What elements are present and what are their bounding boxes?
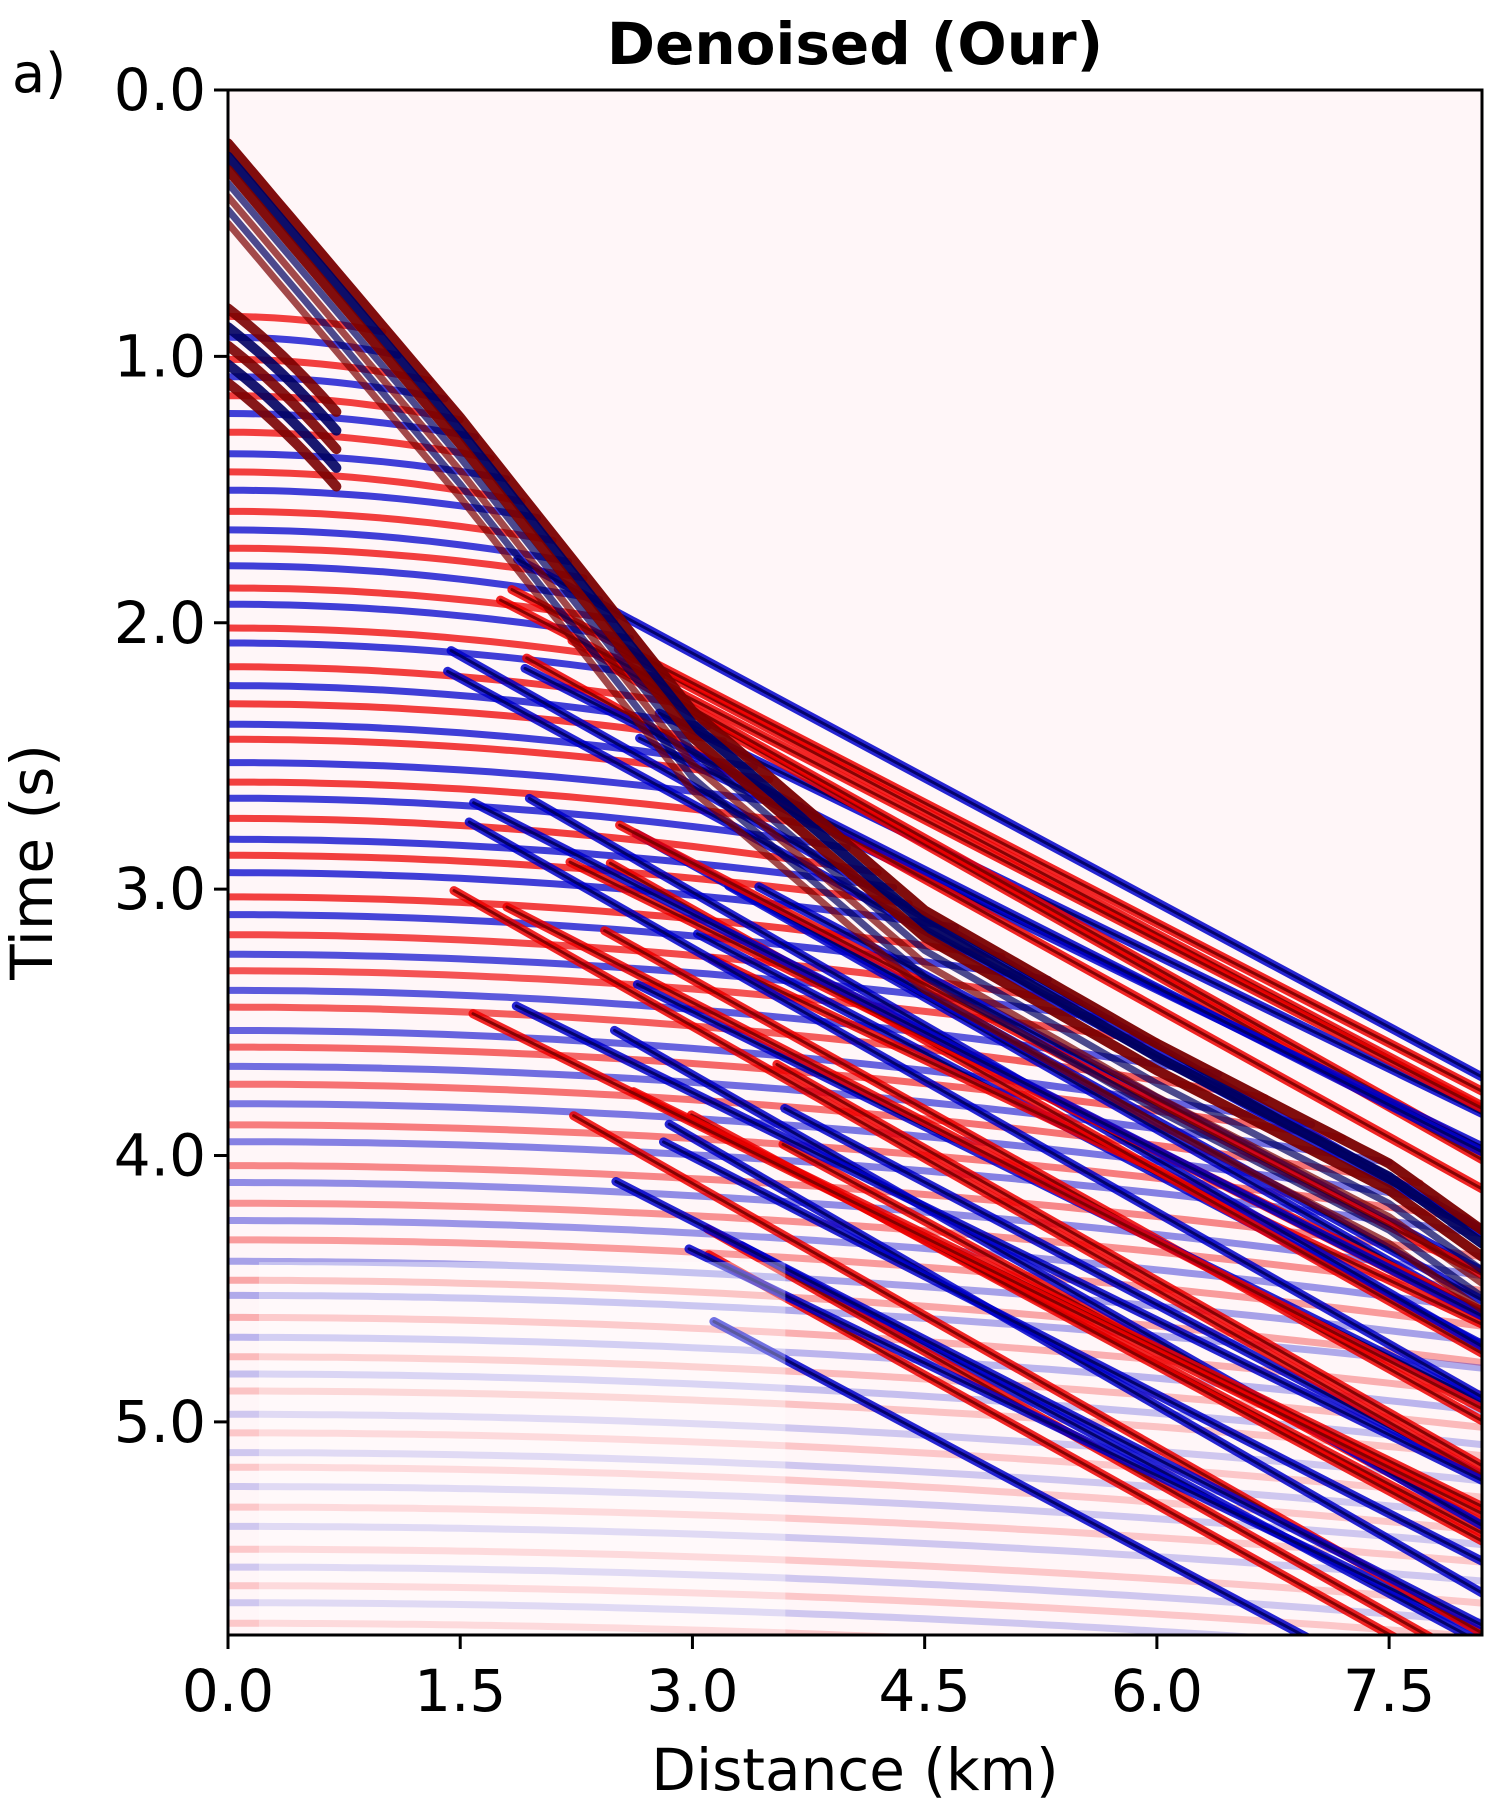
amplitude-fade [258, 1262, 786, 1635]
near-offset-event [228, 340, 342, 455]
near-offset-event [228, 303, 342, 417]
reflection-event [228, 639, 665, 681]
seismic-image [228, 138, 1482, 1648]
reflection-event [228, 1429, 1482, 1501]
panel-label: a) [12, 42, 66, 105]
reflection-event [228, 486, 542, 522]
linear-event-core [667, 1122, 1482, 1595]
reflection-event [228, 562, 604, 603]
reflection-event [228, 1410, 1482, 1485]
y-tick-label: 1.0 [114, 322, 206, 390]
first-arrival [228, 193, 1482, 1287]
linear-event-core [471, 1012, 1482, 1516]
linear-event-core [514, 1004, 1482, 1483]
y-tick-label: 4.0 [114, 1122, 206, 1190]
reflection-event [228, 851, 913, 908]
x-tick-label: 4.5 [879, 1657, 971, 1725]
x-axis-label: Distance (km) [651, 1736, 1058, 1800]
plot-frame [226, 88, 1484, 1637]
first-arrival [228, 179, 1482, 1274]
linear-event-core [510, 588, 1482, 1093]
linear-event-core [657, 711, 1482, 1116]
linear-event-core [712, 1320, 1306, 1635]
linear-event-core [452, 889, 1482, 1477]
first-arrival [228, 151, 1482, 1249]
reflection-event [228, 624, 650, 666]
y-tick-label: 5.0 [114, 1388, 206, 1456]
near-offset-event [228, 322, 342, 436]
linear-event-core [775, 1062, 1482, 1468]
reflection-event [228, 1449, 1482, 1518]
reflection-event [228, 1333, 1482, 1415]
reflection-event [228, 1199, 1482, 1294]
y-tick-label: 0.0 [114, 56, 206, 124]
x-tick-label: 7.5 [1343, 1657, 1435, 1725]
reflection-event [228, 1545, 1482, 1607]
y-tick-label: 2.0 [114, 589, 206, 657]
linear-event-core [603, 929, 1482, 1423]
linear-event-core [516, 557, 1482, 1079]
reflection-event [228, 911, 1052, 983]
linear-event-core [687, 1247, 1482, 1635]
reflection-event [228, 893, 1006, 960]
linear-event-core [467, 820, 1482, 1399]
y-axis: 0.0 1.0 2.0 3.0 4.0 5.0 [114, 56, 228, 1456]
first-arrival [228, 219, 1482, 1314]
y-tick-label: 3.0 [114, 855, 206, 923]
x-axis: 0.0 1.5 3.0 4.5 6.0 7.5 [182, 1635, 1435, 1725]
near-offset-event [228, 359, 342, 473]
linear-event-core [662, 1140, 1482, 1563]
reflection-event [228, 1257, 1482, 1346]
reflection-event [228, 1563, 1482, 1626]
reflection-event [228, 735, 774, 784]
x-tick-label: 3.0 [646, 1657, 738, 1725]
linear-event-core [614, 1180, 1482, 1627]
plot-area [226, 88, 1484, 1648]
linear-event-core [505, 905, 1482, 1411]
near-offset-event [228, 378, 342, 492]
linear-event-core [707, 1253, 1394, 1635]
linear-event-core [570, 639, 1482, 1153]
x-tick-label: 1.5 [414, 1657, 506, 1725]
linear-event-core [472, 801, 1482, 1318]
x-tick-label: 0.0 [182, 1657, 274, 1725]
first-arrival [228, 206, 1482, 1301]
reflection-event [228, 1619, 930, 1635]
first-arrival [228, 164, 1482, 1262]
x-tick-label: 6.0 [1111, 1657, 1203, 1725]
first-arrival [228, 138, 1482, 1236]
reflection-event [228, 1387, 1482, 1460]
y-axis-label: Time (s) [0, 744, 66, 981]
reflection-event [228, 1642, 662, 1648]
chart-title: Denoised (Our) [607, 10, 1103, 78]
